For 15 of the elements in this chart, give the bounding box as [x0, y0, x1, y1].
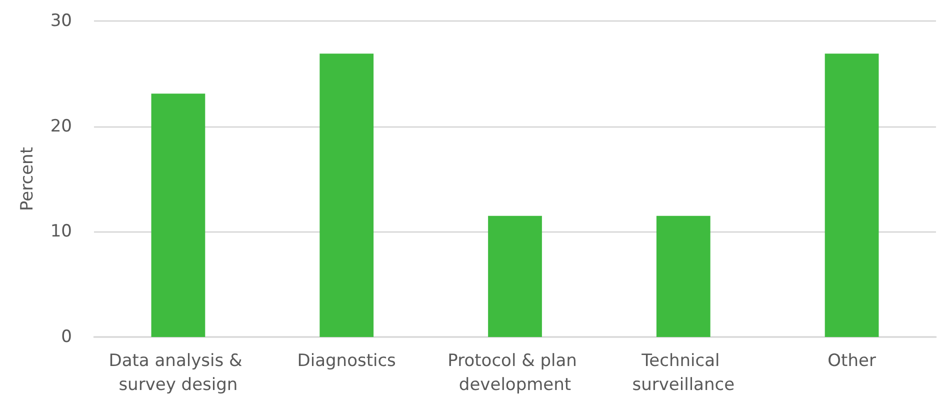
x-tick-label: Data analysis & survey design: [108, 351, 248, 395]
bar: [824, 54, 879, 337]
x-tick-label: Diagnostics: [297, 351, 396, 371]
x-tick-label: Technical surveillance: [632, 351, 735, 395]
bar: [151, 94, 206, 337]
y-axis-title: Percent: [18, 146, 38, 211]
y-tick-label: 30: [50, 11, 72, 31]
y-tick-label: 0: [61, 327, 72, 347]
y-tick-label: 10: [50, 222, 72, 242]
bar: [656, 216, 710, 337]
x-tick-label: Protocol & plan development: [448, 351, 582, 395]
bar: [488, 216, 542, 337]
y-tick-label: 20: [50, 116, 72, 136]
x-tick-label: Other: [828, 351, 876, 371]
bar: [320, 54, 374, 337]
